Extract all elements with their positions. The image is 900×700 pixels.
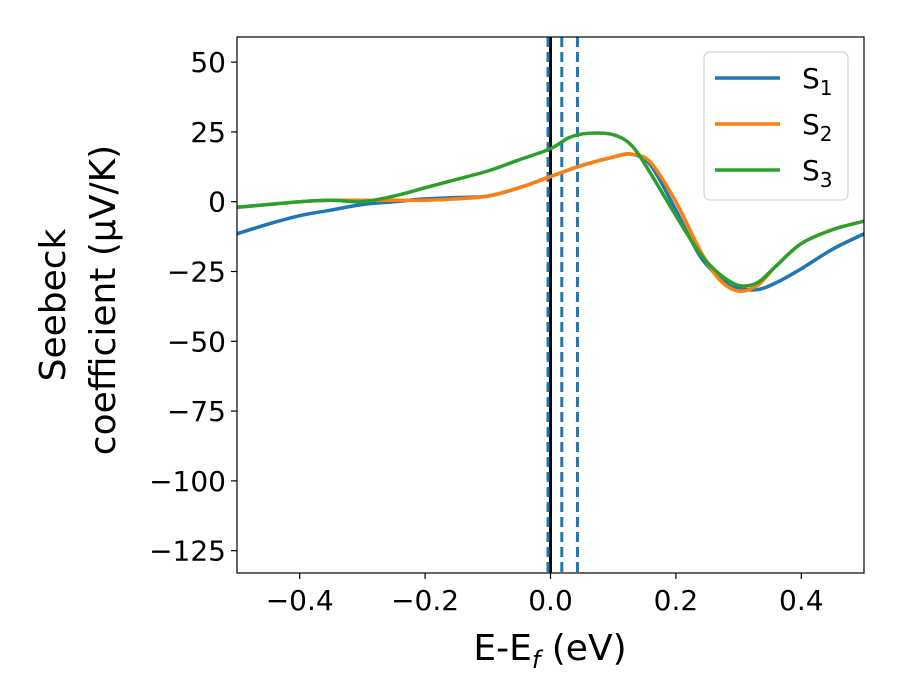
y-tick-label: −125 [149, 535, 226, 568]
reference-lines [546, 37, 579, 573]
x-tick-label: −0.2 [391, 584, 459, 617]
y-tick-label: 25 [190, 116, 226, 149]
legend-label-s1: S1 [802, 62, 833, 100]
x-axis-label: E-Ef (eV) [473, 628, 626, 674]
y-axis-label-line2: coefficient (μV/K) [83, 145, 124, 455]
series-group [237, 131, 864, 293]
legend: S1 S2 S3 [703, 51, 849, 201]
series-line-s3 [237, 131, 864, 288]
y-tick-label: −50 [167, 325, 226, 358]
x-tick-label: 0.4 [779, 584, 824, 617]
y-axis: 50 25 0 −25 −50 −75 −100 −125 [149, 46, 237, 568]
x-tick-label: 0.2 [654, 584, 699, 617]
y-tick-label: −100 [149, 465, 226, 498]
y-tick-label: 50 [190, 46, 226, 79]
x-tick-label: 0.0 [528, 584, 573, 617]
y-axis-label-line1: Seebeck [33, 228, 74, 381]
x-axis: −0.4 −0.2 0.0 0.2 0.4 [266, 573, 824, 617]
legend-box [703, 51, 849, 201]
legend-label-s2: S2 [802, 108, 833, 146]
x-tick-label: −0.4 [266, 584, 334, 617]
legend-label-s3: S3 [802, 154, 833, 192]
y-tick-label: 0 [208, 186, 226, 219]
x-axis-label-unit: (eV) [540, 628, 626, 669]
y-tick-label: −25 [167, 256, 226, 289]
y-tick-label: −75 [167, 395, 226, 428]
x-axis-label-main: E-E [473, 628, 531, 669]
